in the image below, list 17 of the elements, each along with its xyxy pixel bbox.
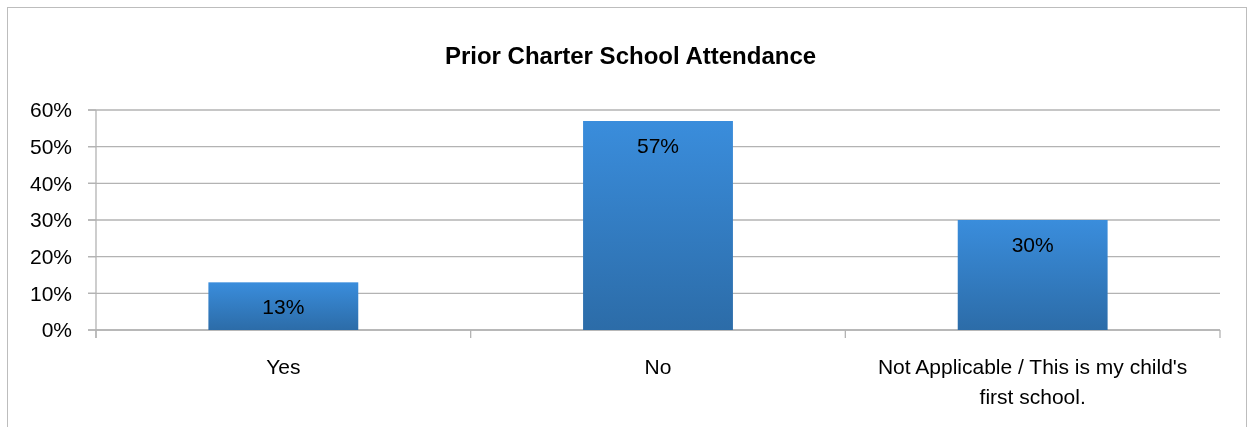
bar xyxy=(957,220,1108,330)
y-tick-label: 0% xyxy=(41,318,72,342)
bar xyxy=(208,282,359,330)
bar xyxy=(583,121,733,330)
y-tick-label: 20% xyxy=(29,245,72,269)
y-tick-label: 50% xyxy=(29,135,72,159)
x-tick-label: Yes xyxy=(266,355,301,378)
data-label: 13% xyxy=(262,295,305,319)
data-label: 57% xyxy=(636,134,680,157)
y-tick-label: 40% xyxy=(29,171,72,195)
y-tick-label: 60% xyxy=(29,98,72,122)
chart-title: Prior Charter School Attendance xyxy=(444,42,817,69)
y-tick-label: 30% xyxy=(29,208,72,232)
data-label: 30% xyxy=(1011,233,1054,256)
y-tick-label: 10% xyxy=(29,281,72,305)
x-tick-label: No xyxy=(644,355,672,378)
x-tick-label: Not Applicable / This is my child's first school. xyxy=(877,355,1188,408)
